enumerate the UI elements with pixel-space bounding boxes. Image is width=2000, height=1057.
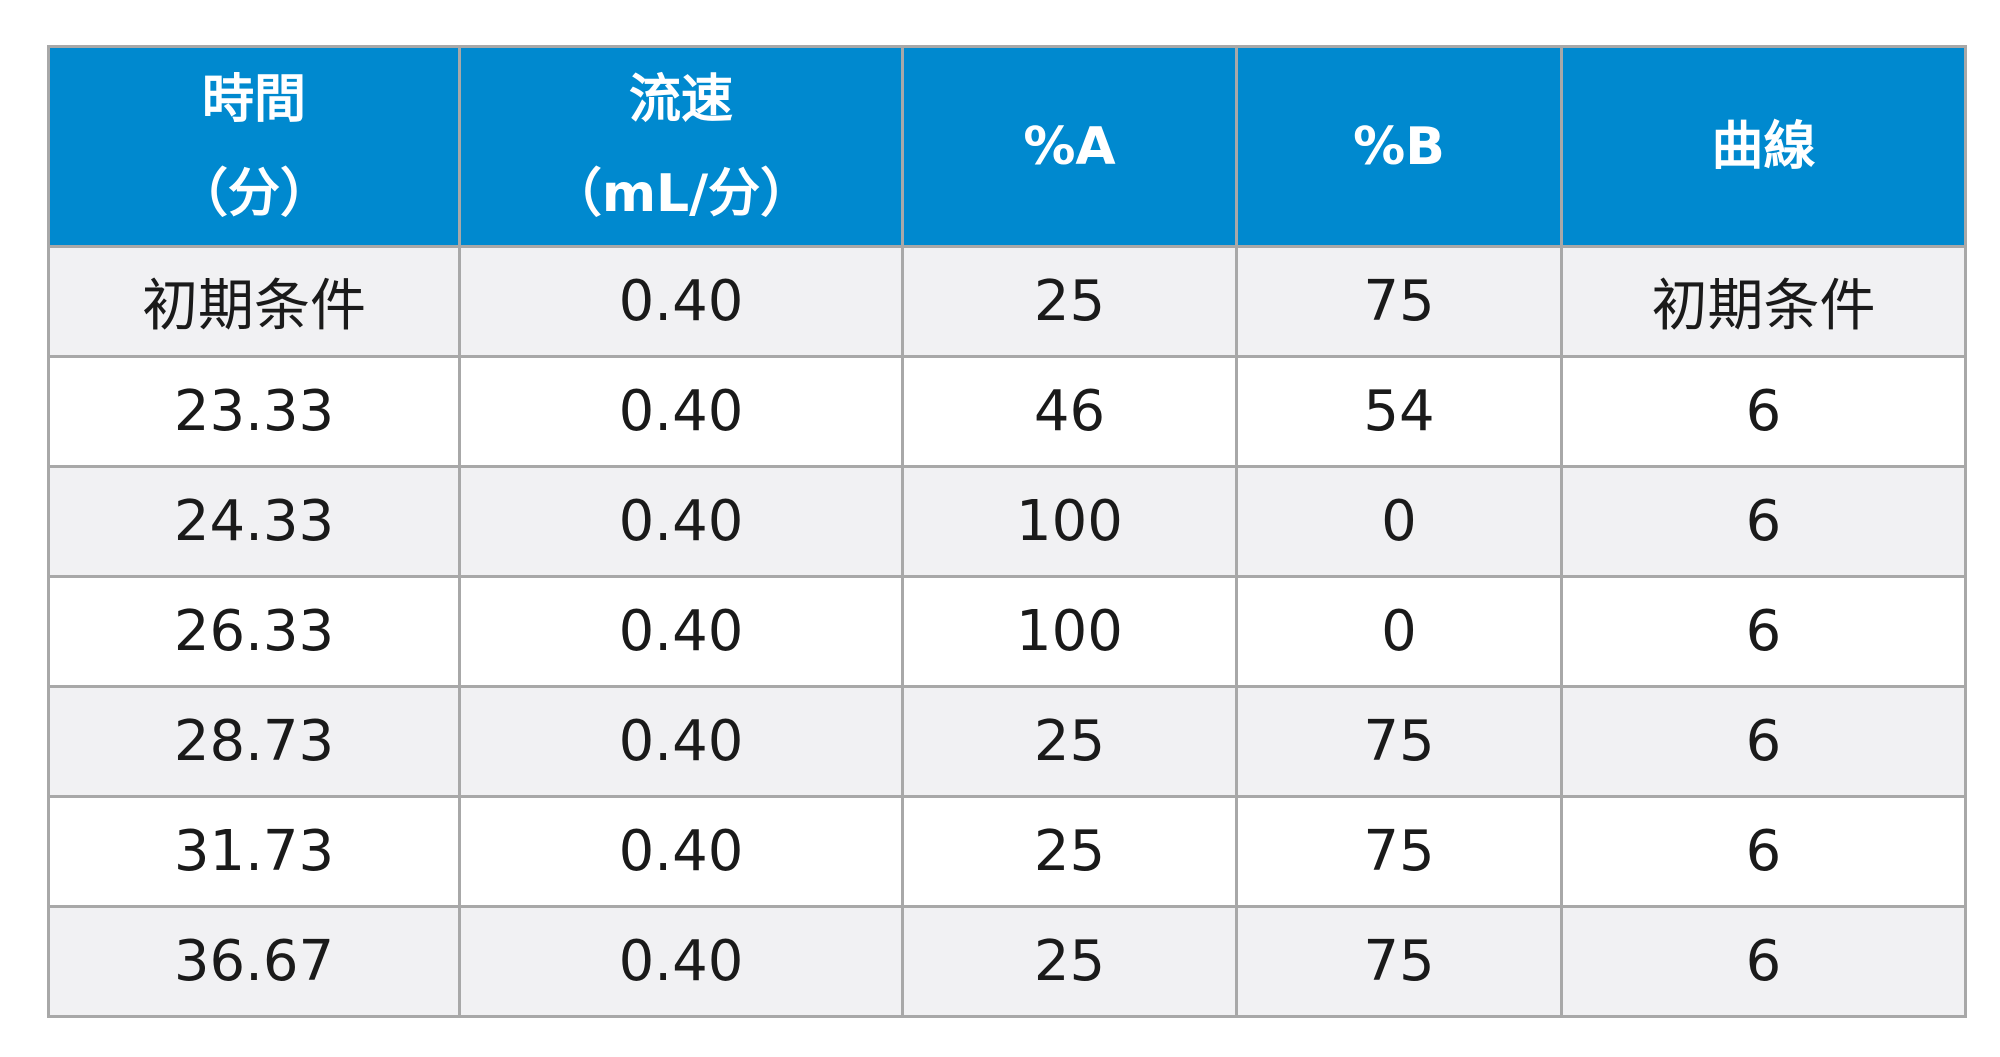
- cell-time: 31.73: [47, 795, 461, 908]
- cell-pct-a: 100: [901, 465, 1238, 578]
- cell-flow: 0.40: [458, 905, 904, 1018]
- cell-flow: 0.40: [458, 355, 904, 468]
- cell-curve: 6: [1560, 795, 1967, 908]
- cell-time: 初期条件: [47, 245, 461, 358]
- table-row: 31.73 0.40 25 75 6: [47, 795, 1967, 908]
- table-row: 26.33 0.40 100 0 6: [47, 575, 1967, 688]
- header-time-line-2: （分）: [175, 163, 332, 224]
- table-row: 初期条件 0.40 25 75 初期条件: [47, 245, 1967, 358]
- cell-curve: 6: [1560, 685, 1967, 798]
- cell-pct-b: 75: [1235, 685, 1563, 798]
- header-pct-a: %A: [901, 45, 1238, 248]
- header-pct-b: %B: [1235, 45, 1563, 248]
- gradient-table: 時間 （分） 流速 （mL/分） %A %B 曲線 初期条件 0.40 25 7…: [47, 45, 1967, 1018]
- header-time-line-1: 時間: [201, 69, 306, 130]
- table-row: 23.33 0.40 46 54 6: [47, 355, 1967, 468]
- cell-pct-a: 46: [901, 355, 1238, 468]
- cell-time: 28.73: [47, 685, 461, 798]
- cell-flow: 0.40: [458, 685, 904, 798]
- cell-curve: 6: [1560, 905, 1967, 1018]
- header-flow: 流速 （mL/分）: [458, 45, 904, 248]
- cell-time: 23.33: [47, 355, 461, 468]
- cell-curve: 6: [1560, 355, 1967, 468]
- header-flow-line-2: （mL/分）: [549, 163, 813, 224]
- cell-time: 24.33: [47, 465, 461, 578]
- cell-flow: 0.40: [458, 465, 904, 578]
- cell-curve: 6: [1560, 575, 1967, 688]
- cell-pct-b: 0: [1235, 465, 1563, 578]
- header-row: 時間 （分） 流速 （mL/分） %A %B 曲線: [47, 45, 1967, 248]
- cell-pct-a: 25: [901, 685, 1238, 798]
- cell-pct-a: 25: [901, 245, 1238, 358]
- cell-pct-b: 75: [1235, 245, 1563, 358]
- cell-pct-a: 25: [901, 795, 1238, 908]
- cell-time: 36.67: [47, 905, 461, 1018]
- cell-flow: 0.40: [458, 795, 904, 908]
- cell-pct-b: 54: [1235, 355, 1563, 468]
- cell-flow: 0.40: [458, 575, 904, 688]
- header-time: 時間 （分）: [47, 45, 461, 248]
- cell-curve: 初期条件: [1560, 245, 1967, 358]
- cell-pct-b: 75: [1235, 795, 1563, 908]
- table-row: 24.33 0.40 100 0 6: [47, 465, 1967, 578]
- cell-curve: 6: [1560, 465, 1967, 578]
- cell-pct-b: 0: [1235, 575, 1563, 688]
- table-row: 36.67 0.40 25 75 6: [47, 905, 1967, 1018]
- cell-pct-a: 100: [901, 575, 1238, 688]
- table-row: 28.73 0.40 25 75 6: [47, 685, 1967, 798]
- header-curve: 曲線: [1560, 45, 1967, 248]
- cell-pct-a: 25: [901, 905, 1238, 1018]
- header-flow-line-1: 流速: [628, 69, 733, 130]
- cell-time: 26.33: [47, 575, 461, 688]
- cell-pct-b: 75: [1235, 905, 1563, 1018]
- cell-flow: 0.40: [458, 245, 904, 358]
